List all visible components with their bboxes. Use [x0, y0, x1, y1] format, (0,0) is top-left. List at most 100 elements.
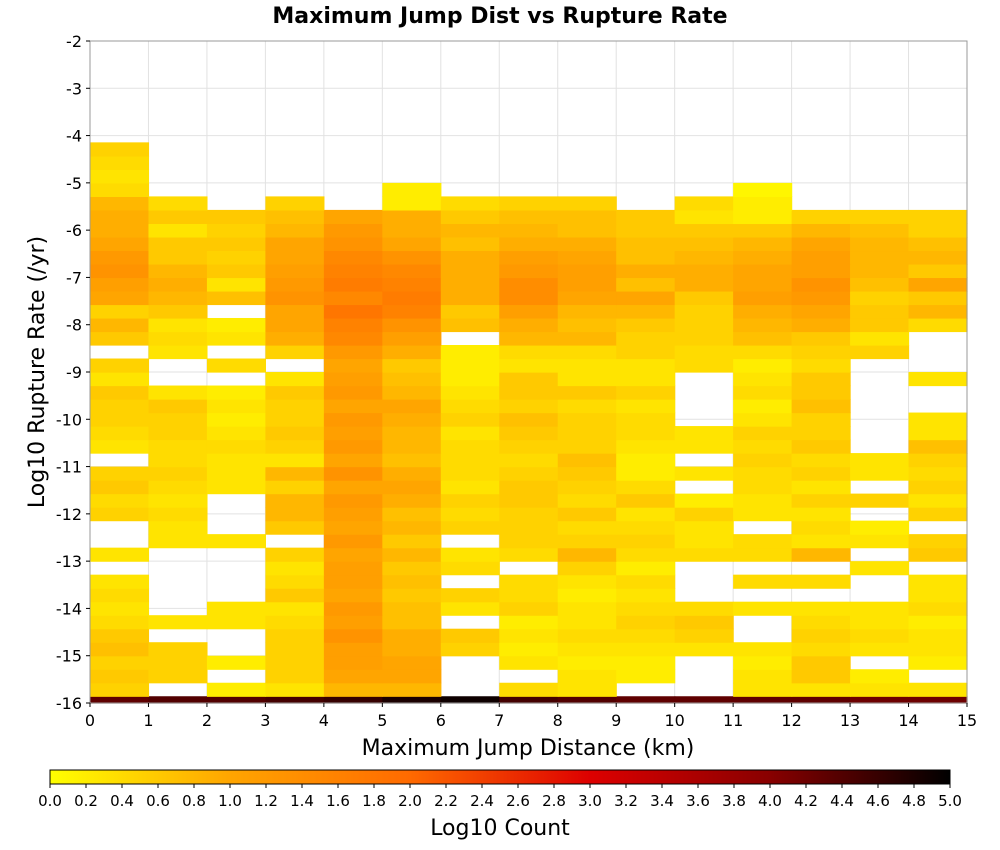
heatmap-cell [148, 223, 208, 238]
colorbar-tick-label: 2.6 [506, 792, 530, 810]
heatmap-cell [791, 331, 851, 346]
heatmap-cell [265, 196, 325, 211]
y-tick-label: -11 [56, 458, 82, 477]
heatmap-cell [323, 412, 383, 427]
heatmap-cell [206, 250, 266, 265]
heatmap-cell [908, 250, 968, 265]
heatmap-cell [791, 534, 851, 549]
heatmap-cell [148, 453, 208, 468]
heatmap-cell [499, 304, 559, 319]
heatmap-cell [206, 223, 266, 238]
heatmap-cell [323, 480, 383, 495]
colorbar-tick-label: 1.0 [218, 792, 242, 810]
heatmap-cell [90, 169, 150, 184]
heatmap-cell [557, 196, 617, 211]
colorbar-tick-label: 5.0 [938, 792, 962, 810]
heatmap-cell [908, 263, 968, 279]
x-tick-label: 12 [781, 711, 801, 730]
heatmap-cell [733, 196, 793, 211]
heatmap-cell [616, 453, 676, 468]
heatmap-cell [90, 615, 150, 630]
heatmap-cell [499, 250, 559, 265]
heatmap-cell [850, 682, 910, 697]
heatmap-cell [382, 453, 442, 468]
heatmap-cell [440, 385, 500, 400]
heatmap-cell [616, 480, 676, 495]
heatmap-cell [90, 493, 150, 508]
heatmap-cell [440, 453, 500, 468]
heatmap-cell [791, 426, 851, 441]
heatmap-cell [733, 344, 793, 360]
heatmap-cell [616, 669, 676, 684]
heatmap-cell [206, 236, 266, 252]
heatmap-cell [499, 196, 559, 211]
heatmap-cell [733, 209, 793, 225]
heatmap-cell [90, 426, 150, 441]
heatmap-cell [733, 453, 793, 468]
heatmap-cell [557, 547, 617, 562]
colorbar [49, 769, 951, 785]
heatmap-cell [557, 439, 617, 454]
colorbar-tick-label: 2.2 [434, 792, 458, 810]
heatmap-cell [908, 317, 968, 333]
heatmap-cell [908, 628, 968, 643]
heatmap-cell [265, 628, 325, 643]
heatmap-cell [148, 480, 208, 495]
heatmap-cell [382, 426, 442, 441]
heatmap-cell [791, 263, 851, 279]
heatmap-cell [908, 372, 968, 387]
heatmap-cell [206, 615, 266, 630]
heatmap-cell [791, 669, 851, 684]
heatmap-cell [382, 601, 442, 616]
heatmap-cell [616, 466, 676, 481]
heatmap-cell [850, 601, 910, 616]
y-tick-label: -13 [56, 552, 82, 571]
heatmap-cell [265, 223, 325, 238]
heatmap-cell [616, 493, 676, 508]
y-tick-label: -8 [66, 316, 82, 335]
heatmap-cell [733, 426, 793, 441]
chart-title: Maximum Jump Dist vs Rupture Rate [272, 4, 727, 29]
heatmap-cell [733, 601, 793, 616]
heatmap-cell [440, 304, 500, 319]
heatmap-cell [850, 466, 910, 481]
heatmap-cell [499, 493, 559, 508]
heatmap-cell [674, 439, 734, 454]
heatmap-cell [323, 574, 383, 589]
heatmap-cell [148, 520, 208, 535]
heatmap-cell [90, 628, 150, 643]
heatmap-cell [791, 277, 851, 292]
heatmap-cell [557, 682, 617, 697]
heatmap-cell [733, 331, 793, 346]
heatmap-cell [616, 534, 676, 549]
heatmap-cell [733, 655, 793, 670]
heatmap-cell [440, 493, 500, 508]
heatmap-cell [148, 642, 208, 657]
heatmap-cell [148, 412, 208, 427]
heatmap-cell [674, 223, 734, 238]
heatmap-cell [382, 223, 442, 238]
colorbar-tick-label: 3.0 [578, 792, 602, 810]
heatmap-cell [616, 399, 676, 414]
heatmap-cell [791, 209, 851, 225]
heatmap-cell [557, 493, 617, 508]
heatmap-cell [265, 209, 325, 225]
heatmap-cell [382, 682, 442, 697]
heatmap-cell [674, 507, 734, 522]
colorbar-tick-label: 1.6 [326, 792, 350, 810]
heatmap-cell [616, 601, 676, 616]
heatmap-cell [440, 317, 500, 333]
heatmap-cell [382, 547, 442, 562]
x-tick-label: 0 [85, 711, 95, 730]
heatmap-cell [674, 317, 734, 333]
heatmap-cell [440, 426, 500, 441]
heatmap-cell [440, 236, 500, 252]
heatmap-cell [382, 574, 442, 589]
heatmap-cell [499, 696, 559, 704]
y-tick-label: -7 [66, 268, 82, 287]
heatmap-cell [674, 358, 734, 373]
heatmap-cell [908, 304, 968, 319]
heatmap-cell [90, 209, 150, 225]
heatmap-cell [382, 588, 442, 603]
heatmap-cell [90, 182, 150, 197]
